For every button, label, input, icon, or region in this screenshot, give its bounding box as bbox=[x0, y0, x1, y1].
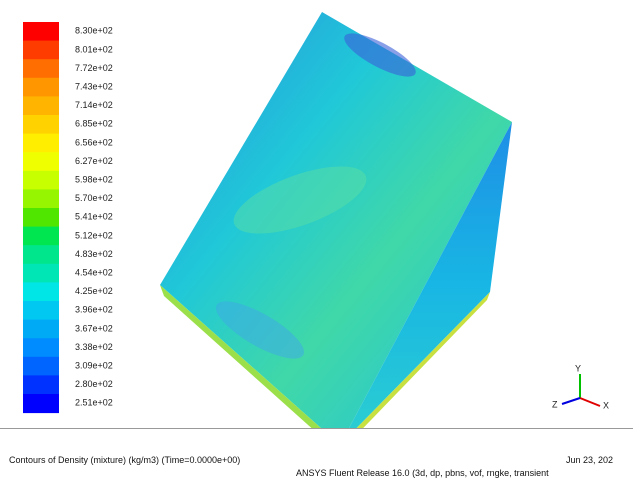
colorbar-swatch bbox=[23, 59, 59, 78]
colorbar-label: 2.80e+02 bbox=[75, 379, 113, 389]
colorbar-label: 7.72e+02 bbox=[75, 63, 113, 73]
colorbar-label: 5.98e+02 bbox=[75, 174, 113, 184]
colorbar-swatch bbox=[23, 189, 59, 208]
colorbar-label: 4.25e+02 bbox=[75, 286, 113, 296]
colorbar-swatch bbox=[23, 320, 59, 339]
axis-label: Y bbox=[575, 363, 581, 373]
colorbar-swatch bbox=[23, 152, 59, 171]
axis-triad: Y X Z bbox=[552, 363, 609, 410]
colorbar-swatch bbox=[23, 357, 59, 376]
colorbar-label: 5.41e+02 bbox=[75, 212, 113, 222]
colorbar-swatch bbox=[23, 301, 59, 320]
fluent-window: Y X Z 8.30e+02 8.01e+02 7.72e+02 7.43e+02 7.… bbox=[0, 0, 633, 481]
footer-title: Contours of Density (mixture) (kg/m3) (T… bbox=[9, 455, 240, 465]
colorbar-label: 5.70e+02 bbox=[75, 193, 113, 203]
colorbar-label: 8.01e+02 bbox=[75, 44, 113, 54]
colorbar-swatch bbox=[23, 115, 59, 134]
colorbar-label: 5.12e+02 bbox=[75, 230, 113, 240]
colorbar-label: 4.54e+02 bbox=[75, 267, 113, 277]
footer-date: Jun 23, 202 bbox=[566, 455, 613, 465]
colorbar-label: 6.56e+02 bbox=[75, 137, 113, 147]
colorbar-label: 7.14e+02 bbox=[75, 100, 113, 110]
colorbar-label: 6.27e+02 bbox=[75, 156, 113, 166]
graphics-view: Y X Z 8.30e+02 8.01e+02 7.72e+02 7.43e+02 7.… bbox=[0, 0, 633, 428]
colorbar-label: 3.38e+02 bbox=[75, 342, 113, 352]
colorbar-swatch bbox=[23, 282, 59, 301]
colorbar-swatch bbox=[23, 227, 59, 246]
colorbar-swatch bbox=[23, 171, 59, 190]
footer-release: ANSYS Fluent Release 16.0 (3d, dp, pbns,… bbox=[296, 468, 549, 478]
colorbar-swatch bbox=[23, 338, 59, 357]
colorbar-swatch bbox=[23, 78, 59, 97]
colorbar-label: 8.30e+02 bbox=[75, 26, 113, 36]
colorbar-swatch bbox=[23, 134, 59, 153]
colorbar-swatch bbox=[23, 264, 59, 283]
axis-label: X bbox=[603, 400, 609, 410]
z-axis-arrow bbox=[562, 398, 580, 404]
colorbar-swatch bbox=[23, 394, 59, 413]
colorbar-label: 6.85e+02 bbox=[75, 119, 113, 129]
colorbar-swatch bbox=[23, 375, 59, 394]
colorbar-swatch bbox=[23, 96, 59, 115]
colorbar-swatch bbox=[23, 22, 59, 41]
x-axis-arrow bbox=[580, 398, 600, 406]
colorbar-label: 3.09e+02 bbox=[75, 360, 113, 370]
colorbar-label: 3.67e+02 bbox=[75, 323, 113, 333]
footer: Contours of Density (mixture) (kg/m3) (T… bbox=[0, 428, 633, 481]
colorbar-label: 4.83e+02 bbox=[75, 249, 113, 259]
colorbar-label: 3.96e+02 bbox=[75, 305, 113, 315]
colorbar-swatch bbox=[23, 41, 59, 60]
colorbar-label: 2.51e+02 bbox=[75, 398, 113, 408]
wedge-front-face bbox=[160, 12, 512, 428]
colorbar-swatch bbox=[23, 208, 59, 227]
axis-label: Z bbox=[552, 399, 558, 409]
colorbar-label: 7.43e+02 bbox=[75, 81, 113, 91]
colorbar-swatch bbox=[23, 245, 59, 264]
